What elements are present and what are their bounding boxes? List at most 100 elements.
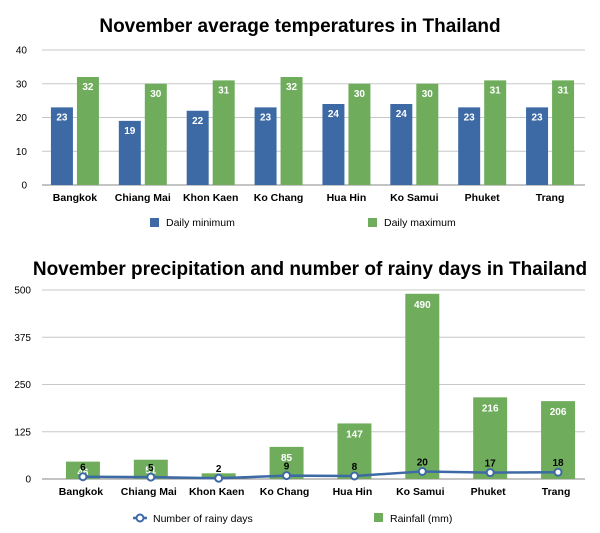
x-tick-label: Chiang Mai <box>121 486 177 498</box>
x-tick-label: Ko Samui <box>396 486 445 498</box>
data-label: 24 <box>396 109 408 120</box>
bar-daily-maximum-hua-hin <box>348 83 371 185</box>
bar-daily-maximum-bangkok <box>76 77 99 185</box>
data-label: 490 <box>414 300 431 311</box>
data-label: 30 <box>150 89 162 100</box>
y-tick-label: 0 <box>21 181 27 192</box>
rainy-days-point-chiang-mai <box>146 472 156 482</box>
rainy-days-point-phuket <box>485 468 495 478</box>
data-label: 22 <box>192 116 204 127</box>
data-label: 216 <box>482 403 499 414</box>
chart-title: November average temperatures in Thailan… <box>99 16 500 37</box>
y-tick-label: 40 <box>16 46 28 57</box>
y-tick-label: 250 <box>14 380 31 391</box>
data-label: 31 <box>490 85 502 96</box>
legend-swatch-daily-minimum <box>150 218 159 227</box>
bar-daily-minimum-chiang-mai <box>118 120 141 185</box>
legend-label: Daily minimum <box>166 217 235 229</box>
bar-daily-maximum-ko-samui <box>416 83 439 185</box>
bar-daily-minimum-trang <box>526 107 549 185</box>
bar-daily-minimum-ko-samui <box>390 104 413 185</box>
x-tick-label: Trang <box>542 486 571 498</box>
legend-label: Number of rainy days <box>153 513 253 525</box>
x-tick-label: Hua Hin <box>327 192 367 204</box>
bar-rainfall-ko-samui <box>405 293 440 479</box>
rainy-days-label: 9 <box>284 462 290 473</box>
rainy-days-label: 6 <box>80 463 86 474</box>
rainy-days-label: 20 <box>417 457 429 468</box>
bar-rainfall-bangkok <box>65 461 100 479</box>
data-label: 15 <box>213 479 225 490</box>
data-label: 31 <box>218 85 230 96</box>
bar-daily-minimum-hua-hin <box>322 104 345 185</box>
y-tick-label: 20 <box>16 113 28 124</box>
rainy-days-point-khon-kaen <box>214 473 224 483</box>
data-label: 23 <box>464 112 476 123</box>
bar-rainfall-chiang-mai <box>133 459 168 479</box>
bar-rainfall-phuket <box>473 397 508 479</box>
bar-rainfall-trang <box>541 401 576 479</box>
bar-rainfall-hua-hin <box>337 423 372 479</box>
x-tick-label: Trang <box>536 192 565 204</box>
legend-swatch-rainfall <box>374 513 383 522</box>
x-tick-label: Ko Chang <box>254 192 304 204</box>
data-label: 24 <box>328 109 340 120</box>
data-label: 206 <box>550 407 567 418</box>
data-label: 147 <box>346 429 363 440</box>
chart-title: November precipitation and number of rai… <box>33 259 587 280</box>
rainy-days-label: 8 <box>352 462 358 473</box>
legend-marker-rainy-days <box>135 513 145 523</box>
data-label: 30 <box>354 89 366 100</box>
bar-daily-minimum-khon-kaen <box>186 110 209 185</box>
rainy-days-point-ko-chang <box>282 471 292 481</box>
bar-daily-maximum-phuket <box>484 80 507 185</box>
y-tick-label: 125 <box>14 427 31 438</box>
data-label: 30 <box>422 89 434 100</box>
y-tick-label: 10 <box>16 147 28 158</box>
rainy-days-label: 5 <box>148 463 154 474</box>
x-tick-label: Khon Kaen <box>189 486 244 498</box>
legend-label: Rainfall (mm) <box>390 513 452 525</box>
rainy-days-label: 2 <box>216 464 222 475</box>
bar-daily-maximum-trang <box>552 80 575 185</box>
x-tick-label: Khon Kaen <box>183 192 238 204</box>
y-tick-label: 500 <box>14 286 31 297</box>
y-tick-label: 375 <box>14 333 31 344</box>
data-label: 23 <box>260 112 272 123</box>
rainy-days-label: 17 <box>485 459 497 470</box>
data-label: 31 <box>558 85 570 96</box>
x-tick-label: Hua Hin <box>333 486 373 498</box>
data-label: 32 <box>286 82 298 93</box>
rainy-days-point-hua-hin <box>349 471 359 481</box>
rainy-days-point-ko-samui <box>417 466 427 476</box>
data-label: 19 <box>124 126 136 137</box>
rainy-days-line <box>82 470 559 480</box>
rainy-days-point-bangkok <box>78 472 88 482</box>
y-tick-label: 30 <box>16 79 28 90</box>
bar-daily-minimum-bangkok <box>50 107 73 185</box>
x-tick-label: Phuket <box>465 192 501 204</box>
bar-daily-maximum-khon-kaen <box>212 80 235 185</box>
x-tick-label: Ko Chang <box>260 486 310 498</box>
y-tick-label: 0 <box>25 475 31 486</box>
bar-daily-maximum-chiang-mai <box>144 83 167 185</box>
precipitation-chart: November precipitation and number of rai… <box>14 259 587 525</box>
rainy-days-point-trang <box>553 467 563 477</box>
data-label: 23 <box>56 112 68 123</box>
data-label: 23 <box>532 112 544 123</box>
rainy-days-label: 18 <box>553 458 565 469</box>
x-tick-label: Bangkok <box>53 192 98 204</box>
bar-daily-minimum-ko-chang <box>254 107 277 185</box>
bar-daily-maximum-ko-chang <box>280 77 303 185</box>
x-tick-label: Bangkok <box>59 486 104 498</box>
data-label: 32 <box>82 82 94 93</box>
x-tick-label: Phuket <box>471 486 507 498</box>
data-label: 51 <box>145 466 157 477</box>
legend-label: Daily maximum <box>384 217 456 229</box>
x-tick-label: Ko Samui <box>390 192 439 204</box>
temperature-chart: November average temperatures in Thailan… <box>16 16 585 229</box>
data-label: 85 <box>281 453 293 464</box>
legend-swatch-daily-maximum <box>368 218 377 227</box>
bar-daily-minimum-phuket <box>458 107 481 185</box>
